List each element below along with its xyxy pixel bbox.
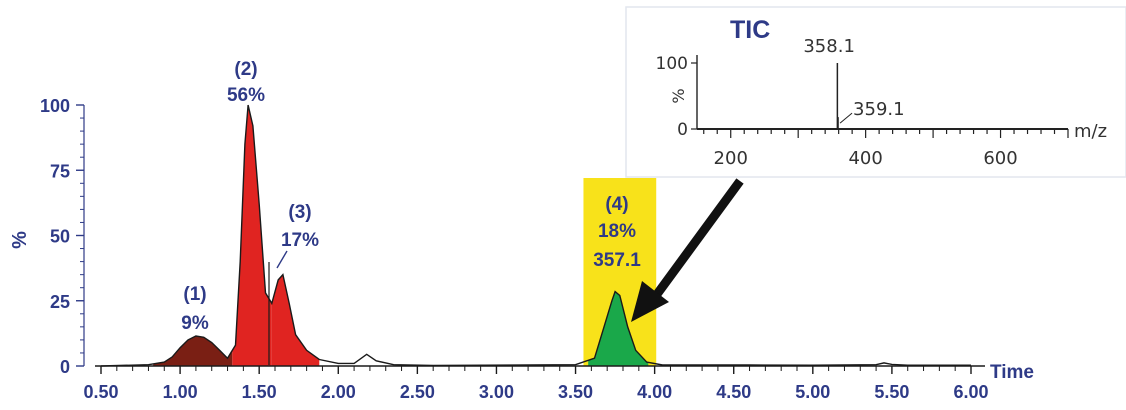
peak-3-area xyxy=(271,274,320,366)
x-tick-label: 0.50 xyxy=(83,382,118,402)
x-tick-label: 1.00 xyxy=(163,382,198,402)
x-tick-label: 4.50 xyxy=(716,382,751,402)
y-tick-label: 50 xyxy=(50,227,70,247)
inset-y-tick-label: 100 xyxy=(656,54,688,74)
y-tick-label: 75 xyxy=(50,161,70,181)
inset-y-tick-label: 0 xyxy=(677,120,688,140)
x-tick-label: 2.50 xyxy=(400,382,435,402)
x-tick-label: 5.00 xyxy=(795,382,830,402)
y-tick-label: 25 xyxy=(50,292,70,312)
inset-x-tick-label: 400 xyxy=(848,148,882,169)
x-axis-title: Time xyxy=(990,362,1034,383)
x-tick-label: 5.50 xyxy=(874,382,909,402)
x-tick-label: 3.50 xyxy=(558,382,593,402)
peak-1-label: (1) xyxy=(183,284,206,305)
chromatogram-trace xyxy=(100,104,971,367)
peak-3-leader xyxy=(276,250,288,269)
x-tick-label: 6.00 xyxy=(953,382,988,402)
inset-peak-label: 359.1 xyxy=(853,99,905,120)
peak-4-area xyxy=(588,291,649,366)
inset-x-tick-label: 600 xyxy=(983,148,1017,169)
inset-x-axis-title: m/z xyxy=(1074,121,1107,142)
inset-title: TIC xyxy=(730,16,770,44)
peak-2-area xyxy=(232,105,272,366)
x-tick-label: 3.00 xyxy=(479,382,514,402)
peak-3-percent: 17% xyxy=(281,230,319,251)
pointer-arrow-head xyxy=(631,281,669,322)
peak-4-percent: 18% xyxy=(598,221,636,242)
x-tick-label: 2.00 xyxy=(321,382,356,402)
x-tick-label: 1.50 xyxy=(242,382,277,402)
y-axis-title: % xyxy=(9,231,31,249)
peak-2-percent: 56% xyxy=(227,85,265,106)
pointer-arrow-shaft xyxy=(651,178,744,300)
inset-y-axis-title: % xyxy=(669,88,688,103)
peak-4-label: (4) xyxy=(605,194,628,215)
inset-x-tick-label: 200 xyxy=(714,148,748,169)
peak-2-label: (2) xyxy=(234,59,257,80)
peak-3-label: (3) xyxy=(288,202,311,223)
x-tick-label: 4.00 xyxy=(637,382,672,402)
inset-peak-leader xyxy=(839,112,853,124)
inset-peak-label: 358.1 xyxy=(803,36,855,57)
peak-4-mass: 357.1 xyxy=(593,250,641,271)
peak-1-percent: 9% xyxy=(181,313,209,334)
y-tick-label: 100 xyxy=(40,96,70,116)
inset-panel xyxy=(625,6,1126,178)
y-tick-label: 0 xyxy=(60,357,70,377)
